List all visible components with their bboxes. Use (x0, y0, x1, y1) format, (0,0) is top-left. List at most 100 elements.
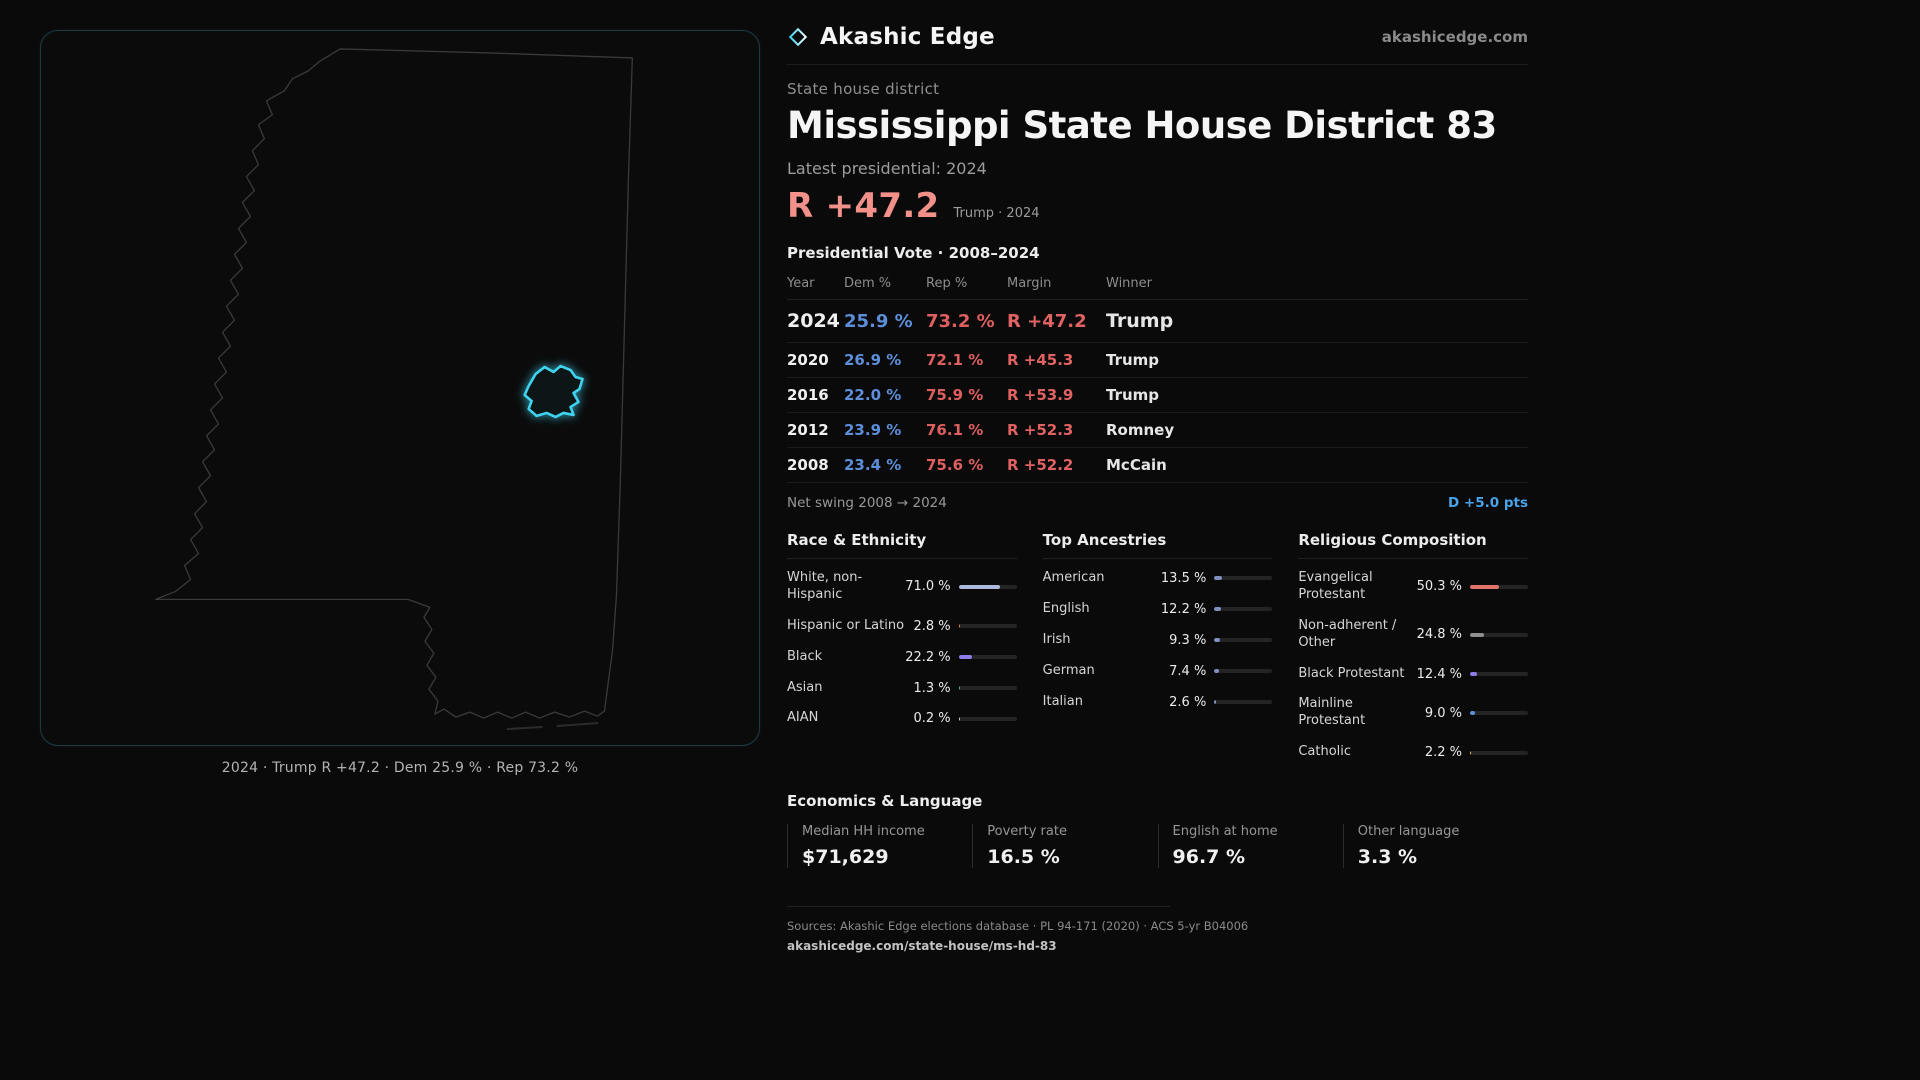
demo-bar (1470, 711, 1528, 716)
page-title: Mississippi State House District 83 (787, 104, 1497, 147)
stat-block: English at home 96.7 % (1157, 824, 1343, 869)
margin-value: R +47.2 (787, 186, 940, 226)
demo-bar (1214, 700, 1273, 704)
demo-label: Irish (1042, 631, 1071, 647)
demo-bar (958, 686, 1017, 690)
map-caption: 2024 · Trump R +47.2 · Dem 25.9 % · Rep … (221, 760, 579, 776)
demo-value: 9.0 % (1424, 705, 1462, 721)
demo-row: Italian 2.6 % (1043, 687, 1273, 718)
vote-winner: Trump (1106, 310, 1174, 332)
demo-row: German 7.4 % (1043, 656, 1273, 687)
demo-bar (1214, 669, 1273, 674)
demo-value: 50.3 % (1416, 579, 1462, 595)
vote-dem: 26.9 % (844, 351, 902, 369)
column-header: Dem % (844, 276, 892, 291)
demo-label: American (1042, 570, 1105, 585)
demo-label: Hispanic or Latino (787, 617, 905, 633)
brand: Akashic Edge (787, 24, 995, 50)
race-title: Race & Ethnicity (787, 531, 1017, 559)
demo-bar-fill (958, 655, 972, 660)
demo-bar (958, 584, 1017, 589)
demo-label: Catholic (1298, 744, 1352, 760)
demo-value: 22.2 % (905, 649, 951, 665)
demo-value: 2.6 % (1169, 694, 1207, 710)
demo-bar (1214, 576, 1273, 581)
vote-rep: 75.6 % (926, 456, 984, 474)
demo-bar-fill (958, 584, 1000, 589)
demo-bar-fill (1470, 632, 1485, 637)
vote-year: 2008 (787, 456, 829, 474)
header-bar: Akashic Edge akashicedge.com (787, 24, 1528, 65)
demo-row: White, non-Hispanic 71.0 % (787, 563, 1017, 611)
demo-bar-fill (958, 686, 960, 690)
vote-dem: 23.9 % (844, 421, 902, 439)
demo-bar-fill (1470, 750, 1472, 755)
economics-grid: Median HH income $71,629 Poverty rate 16… (787, 824, 1528, 869)
demo-value: 7.4 % (1169, 663, 1207, 679)
demo-bar (958, 716, 1017, 721)
demo-bar-fill (1470, 711, 1476, 716)
demo-bar (958, 624, 1017, 629)
demo-bar-fill (1214, 669, 1219, 674)
demo-bar (1470, 584, 1528, 589)
religion-title: Religious Composition (1298, 531, 1528, 559)
demo-label: Black (787, 648, 823, 664)
stat-block: Median HH income $71,629 (787, 824, 972, 869)
demo-label: English (1042, 600, 1090, 616)
economics-section: Economics & Language Median HH income $7… (787, 792, 1528, 869)
vote-year: 2016 (787, 386, 829, 404)
vote-row: 2024 25.9 % 73.2 % R +47.2 Trump (787, 300, 1528, 343)
demo-row: Asian 1.3 % (787, 673, 1017, 704)
stat-value: 16.5 % (987, 846, 1060, 869)
demo-bar-fill (1214, 607, 1222, 612)
economics-title: Economics & Language (787, 792, 983, 811)
demo-bar (1470, 672, 1528, 676)
vote-year: 2024 (787, 310, 840, 332)
diamond-logo-icon (788, 27, 808, 47)
stat-value: 3.3 % (1357, 846, 1418, 869)
vote-winner: McCain (1106, 456, 1167, 474)
demo-row: English 12.2 % (1043, 594, 1273, 625)
stat-label: English at home (1172, 824, 1278, 840)
info-column: Akashic Edge akashicedge.com State house… (787, 24, 1528, 953)
brand-name: Akashic Edge (820, 24, 995, 50)
kicker: State house district (787, 80, 940, 98)
vote-row: 2012 23.9 % 76.1 % R +52.3 Romney (787, 413, 1528, 448)
demo-label: Asian (787, 679, 823, 695)
demo-row: Black 22.2 % (787, 642, 1017, 673)
site-link[interactable]: akashicedge.com (1381, 28, 1528, 46)
vote-margin: R +53.9 (1007, 386, 1074, 404)
demo-row: Black Protestant 12.4 % (1298, 659, 1528, 690)
column-header: Winner (1106, 276, 1153, 291)
stat-label: Other language (1357, 824, 1460, 840)
religion-column: Religious Composition Evangelical Protes… (1298, 531, 1528, 768)
vote-margin: R +47.2 (1007, 310, 1087, 332)
demo-bar-fill (1470, 584, 1500, 589)
demo-row: Hispanic or Latino 2.8 % (787, 611, 1017, 642)
demo-row: Non-adherent / Other 24.8 % (1298, 611, 1528, 659)
barrier-islands (506, 722, 599, 731)
vote-rep: 75.9 % (926, 386, 984, 404)
demo-value: 12.4 % (1416, 666, 1462, 682)
demo-label: Non-adherent / Other (1298, 617, 1397, 650)
vote-table-header: Year Dem % Rep % Margin Winner (787, 270, 1528, 300)
demo-label: Italian (1042, 693, 1083, 709)
swing-value: D +5.0 pts (1448, 495, 1528, 511)
stat-block: Other language 3.3 % (1342, 824, 1528, 869)
demo-bar-fill (1470, 672, 1478, 676)
demo-label: German (1042, 662, 1095, 678)
demo-row: Evangelical Protestant 50.3 % (1298, 563, 1528, 611)
race-ethnicity-column: Race & Ethnicity White, non-Hispanic 71.… (787, 531, 1017, 768)
margin-headline: R +47.2 Trump · 2024 (787, 186, 1528, 226)
demo-value: 1.3 % (913, 680, 951, 696)
demo-value: 0.2 % (913, 711, 951, 727)
column-header: Margin (1007, 276, 1052, 291)
vote-margin: R +45.3 (1007, 351, 1074, 369)
vote-row: 2008 23.4 % 75.6 % R +52.2 McCain (787, 448, 1528, 483)
demo-value: 2.2 % (1424, 745, 1462, 761)
demo-value: 12.2 % (1160, 601, 1207, 617)
demo-row: AIAN 0.2 % (787, 703, 1017, 734)
vote-dem: 25.9 % (844, 310, 913, 332)
district-map-panel (40, 30, 760, 746)
permalink[interactable]: akashicedge.com/state-house/ms-hd-83 (787, 939, 1057, 954)
